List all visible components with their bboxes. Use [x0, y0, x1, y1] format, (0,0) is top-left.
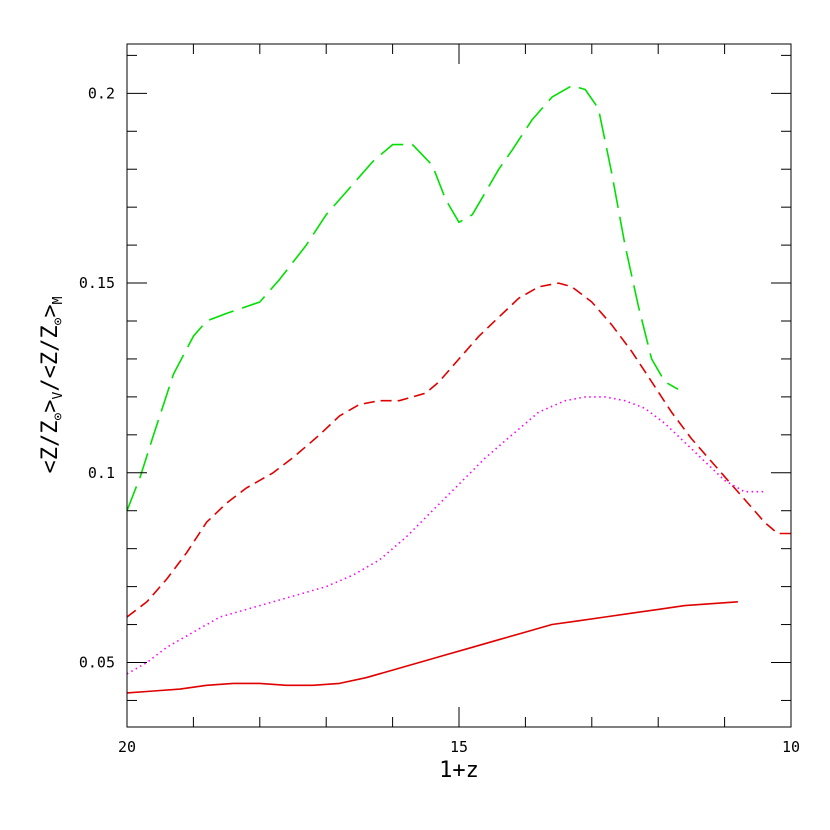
y-title-sub-v: V — [51, 391, 66, 399]
x-tick-label: 15 — [450, 738, 468, 756]
x-tick-label: 10 — [782, 738, 800, 756]
y-title-sun-symbol: ⊙ — [51, 413, 66, 421]
y-tick-label: 0.2 — [88, 84, 115, 102]
y-title-mid: > — [38, 399, 63, 412]
tick-labels-layer: 20 15 10 0.05 0.1 0.15 0.2 — [79, 84, 800, 756]
y-title-sep: /<Z/Z — [38, 325, 63, 391]
y-axis-title: <Z/Z⊙>V/<Z/Z⊙>M — [38, 296, 66, 473]
y-title-sun-symbol-2: ⊙ — [51, 317, 66, 325]
y-tick-label: 0.15 — [79, 274, 115, 292]
y-title-open: <Z/Z — [38, 421, 63, 474]
plot-frame — [126, 43, 792, 728]
x-axis-title: 1+z — [439, 758, 479, 783]
y-tick-label: 0.05 — [79, 653, 115, 671]
y-tick-label: 0.1 — [88, 464, 115, 482]
y-title-close: > — [38, 304, 63, 317]
series-line-3 — [126, 396, 765, 675]
series-line-1 — [126, 84, 679, 511]
y-title-sub-m: M — [51, 296, 66, 304]
ticks-layer — [126, 44, 792, 727]
series-line-4 — [126, 601, 738, 694]
series-line-2 — [126, 282, 791, 618]
series-layer — [126, 84, 791, 694]
x-tick-label: 20 — [118, 738, 136, 756]
